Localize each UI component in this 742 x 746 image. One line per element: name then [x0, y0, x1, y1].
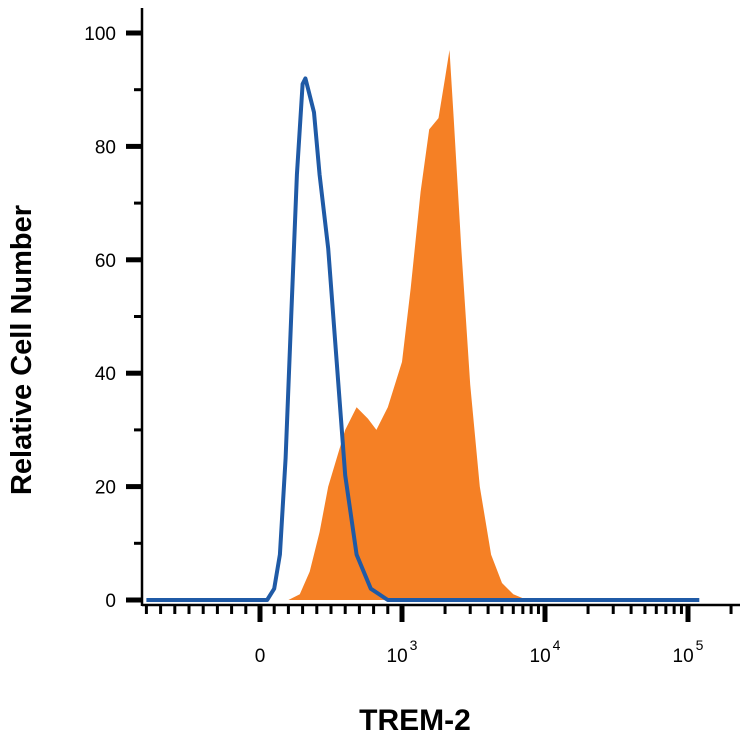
x-tick-label: 104	[530, 637, 561, 667]
y-tick-label: 20	[95, 478, 116, 499]
x-axis-title: TREM-2	[359, 704, 471, 737]
y-tick-label: 80	[95, 137, 116, 158]
y-tick-label: 60	[95, 251, 116, 272]
y-tick-label: 100	[84, 24, 116, 45]
series-area-1	[146, 50, 700, 600]
axes-layer	[140, 8, 740, 607]
y-axis-title: Relative Cell Number	[6, 205, 38, 495]
y-tick-label: 40	[95, 364, 116, 385]
x-tick-label: 105	[673, 637, 704, 667]
y-tick-label: 0	[105, 591, 116, 612]
series-line-0	[146, 76, 700, 602]
y-ticks: 0 20 40 60 80 100	[84, 24, 142, 612]
x-tick-label: 103	[387, 637, 418, 667]
series-layer	[146, 50, 700, 602]
x-ticks: 0 103 104 105	[144, 605, 733, 667]
x-tick-label: 0	[255, 646, 266, 667]
